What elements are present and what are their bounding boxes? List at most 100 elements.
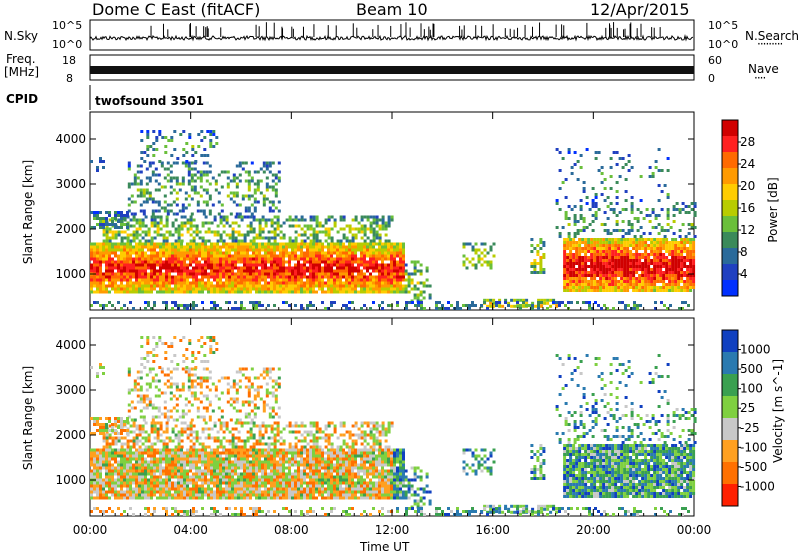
heat-cell <box>174 496 177 500</box>
heat-cell <box>267 284 270 288</box>
heat-cell <box>611 256 615 259</box>
heat-cell <box>235 203 239 207</box>
heat-cell <box>191 148 195 151</box>
heat-cell <box>213 278 216 282</box>
heat-cell <box>165 245 168 249</box>
heat-cell <box>327 242 330 246</box>
heat-cell <box>177 472 180 476</box>
heat-cell <box>366 251 369 255</box>
heat-cell <box>153 269 156 273</box>
heat-cell <box>533 271 537 274</box>
heat-cell <box>120 220 123 223</box>
heat-cell <box>396 242 399 246</box>
heat-cell <box>240 248 243 252</box>
heat-cell <box>264 248 267 252</box>
heat-cell <box>690 226 694 229</box>
heat-cell <box>252 301 255 304</box>
heat-cell <box>282 278 285 282</box>
heat-cell <box>253 197 257 201</box>
heat-cell <box>693 226 697 229</box>
heat-cell <box>578 289 582 292</box>
heat-cell <box>177 230 181 234</box>
heat-cell <box>300 304 303 307</box>
heat-cell <box>205 203 209 207</box>
heat-cell <box>599 271 603 274</box>
heat-cell <box>96 251 99 255</box>
heat-cell <box>96 284 99 288</box>
heat-cell <box>216 451 219 455</box>
heat-cell <box>348 290 351 294</box>
heat-cell <box>246 287 249 291</box>
heat-cell <box>108 481 111 485</box>
heat-cell <box>638 280 642 283</box>
heat-cell <box>620 238 624 241</box>
heat-cell <box>273 281 276 285</box>
heat-cell <box>419 281 423 285</box>
heat-cell <box>630 229 634 232</box>
heat-cell <box>378 224 382 228</box>
heat-cell <box>294 266 297 270</box>
heat-cell <box>309 227 313 231</box>
heat-cell <box>189 451 192 455</box>
heat-cell <box>339 272 342 276</box>
heat-cell <box>231 248 234 252</box>
heat-cell <box>372 275 375 279</box>
heat-cell <box>141 245 144 249</box>
heat-cell <box>246 487 249 491</box>
heat-cell <box>629 244 633 247</box>
heat-cell <box>213 266 216 270</box>
heat-cell <box>183 284 186 288</box>
heat-cell <box>180 290 183 294</box>
heat-cell <box>180 493 183 497</box>
heat-cell <box>366 218 370 222</box>
heat-cell <box>288 287 291 291</box>
heat-cell <box>291 224 295 228</box>
heat-cell <box>294 236 298 240</box>
heat-cell <box>270 251 273 255</box>
heat-cell <box>602 268 606 271</box>
heat-cell <box>438 307 441 310</box>
heat-cell <box>285 260 288 264</box>
heat-cell <box>105 263 108 267</box>
heat-cell <box>144 490 147 494</box>
heat-cell <box>145 182 149 186</box>
heat-cell <box>636 307 639 310</box>
heat-cell <box>282 245 285 249</box>
heat-cell <box>351 290 354 294</box>
heat-cell <box>114 245 117 249</box>
heat-cell <box>129 301 132 304</box>
heat-cell <box>165 224 169 228</box>
heat-cell <box>219 266 222 270</box>
heat-cell <box>393 284 396 288</box>
heat-cell <box>234 215 238 219</box>
heat-cell <box>276 218 280 222</box>
heat-cell <box>650 280 654 283</box>
heat-cell <box>222 472 225 476</box>
heat-cell <box>656 244 660 247</box>
heat-cell <box>384 281 387 285</box>
heat-cell <box>378 269 381 273</box>
heat-cell <box>627 220 631 223</box>
heat-cell <box>246 478 249 482</box>
heat-cell <box>126 263 129 267</box>
heat-cell <box>165 236 169 240</box>
heat-cell <box>144 257 147 261</box>
heat-cell <box>108 242 111 246</box>
heat-cell <box>593 259 597 262</box>
heat-cell <box>354 245 357 249</box>
heat-cell <box>202 188 206 192</box>
heat-cell <box>342 248 345 252</box>
heat-cell <box>171 233 175 237</box>
heat-cell <box>210 257 213 261</box>
heat-cell <box>111 487 114 491</box>
heat-cell <box>569 286 573 289</box>
heat-cell <box>674 253 678 256</box>
heat-cell <box>665 265 669 268</box>
heat-cell <box>216 257 219 261</box>
heat-cell <box>617 265 621 268</box>
heat-cell <box>237 272 240 276</box>
heat-cell <box>644 286 648 289</box>
heat-cell <box>243 281 246 285</box>
heat-cell <box>216 457 219 461</box>
heat-cell <box>99 457 102 461</box>
